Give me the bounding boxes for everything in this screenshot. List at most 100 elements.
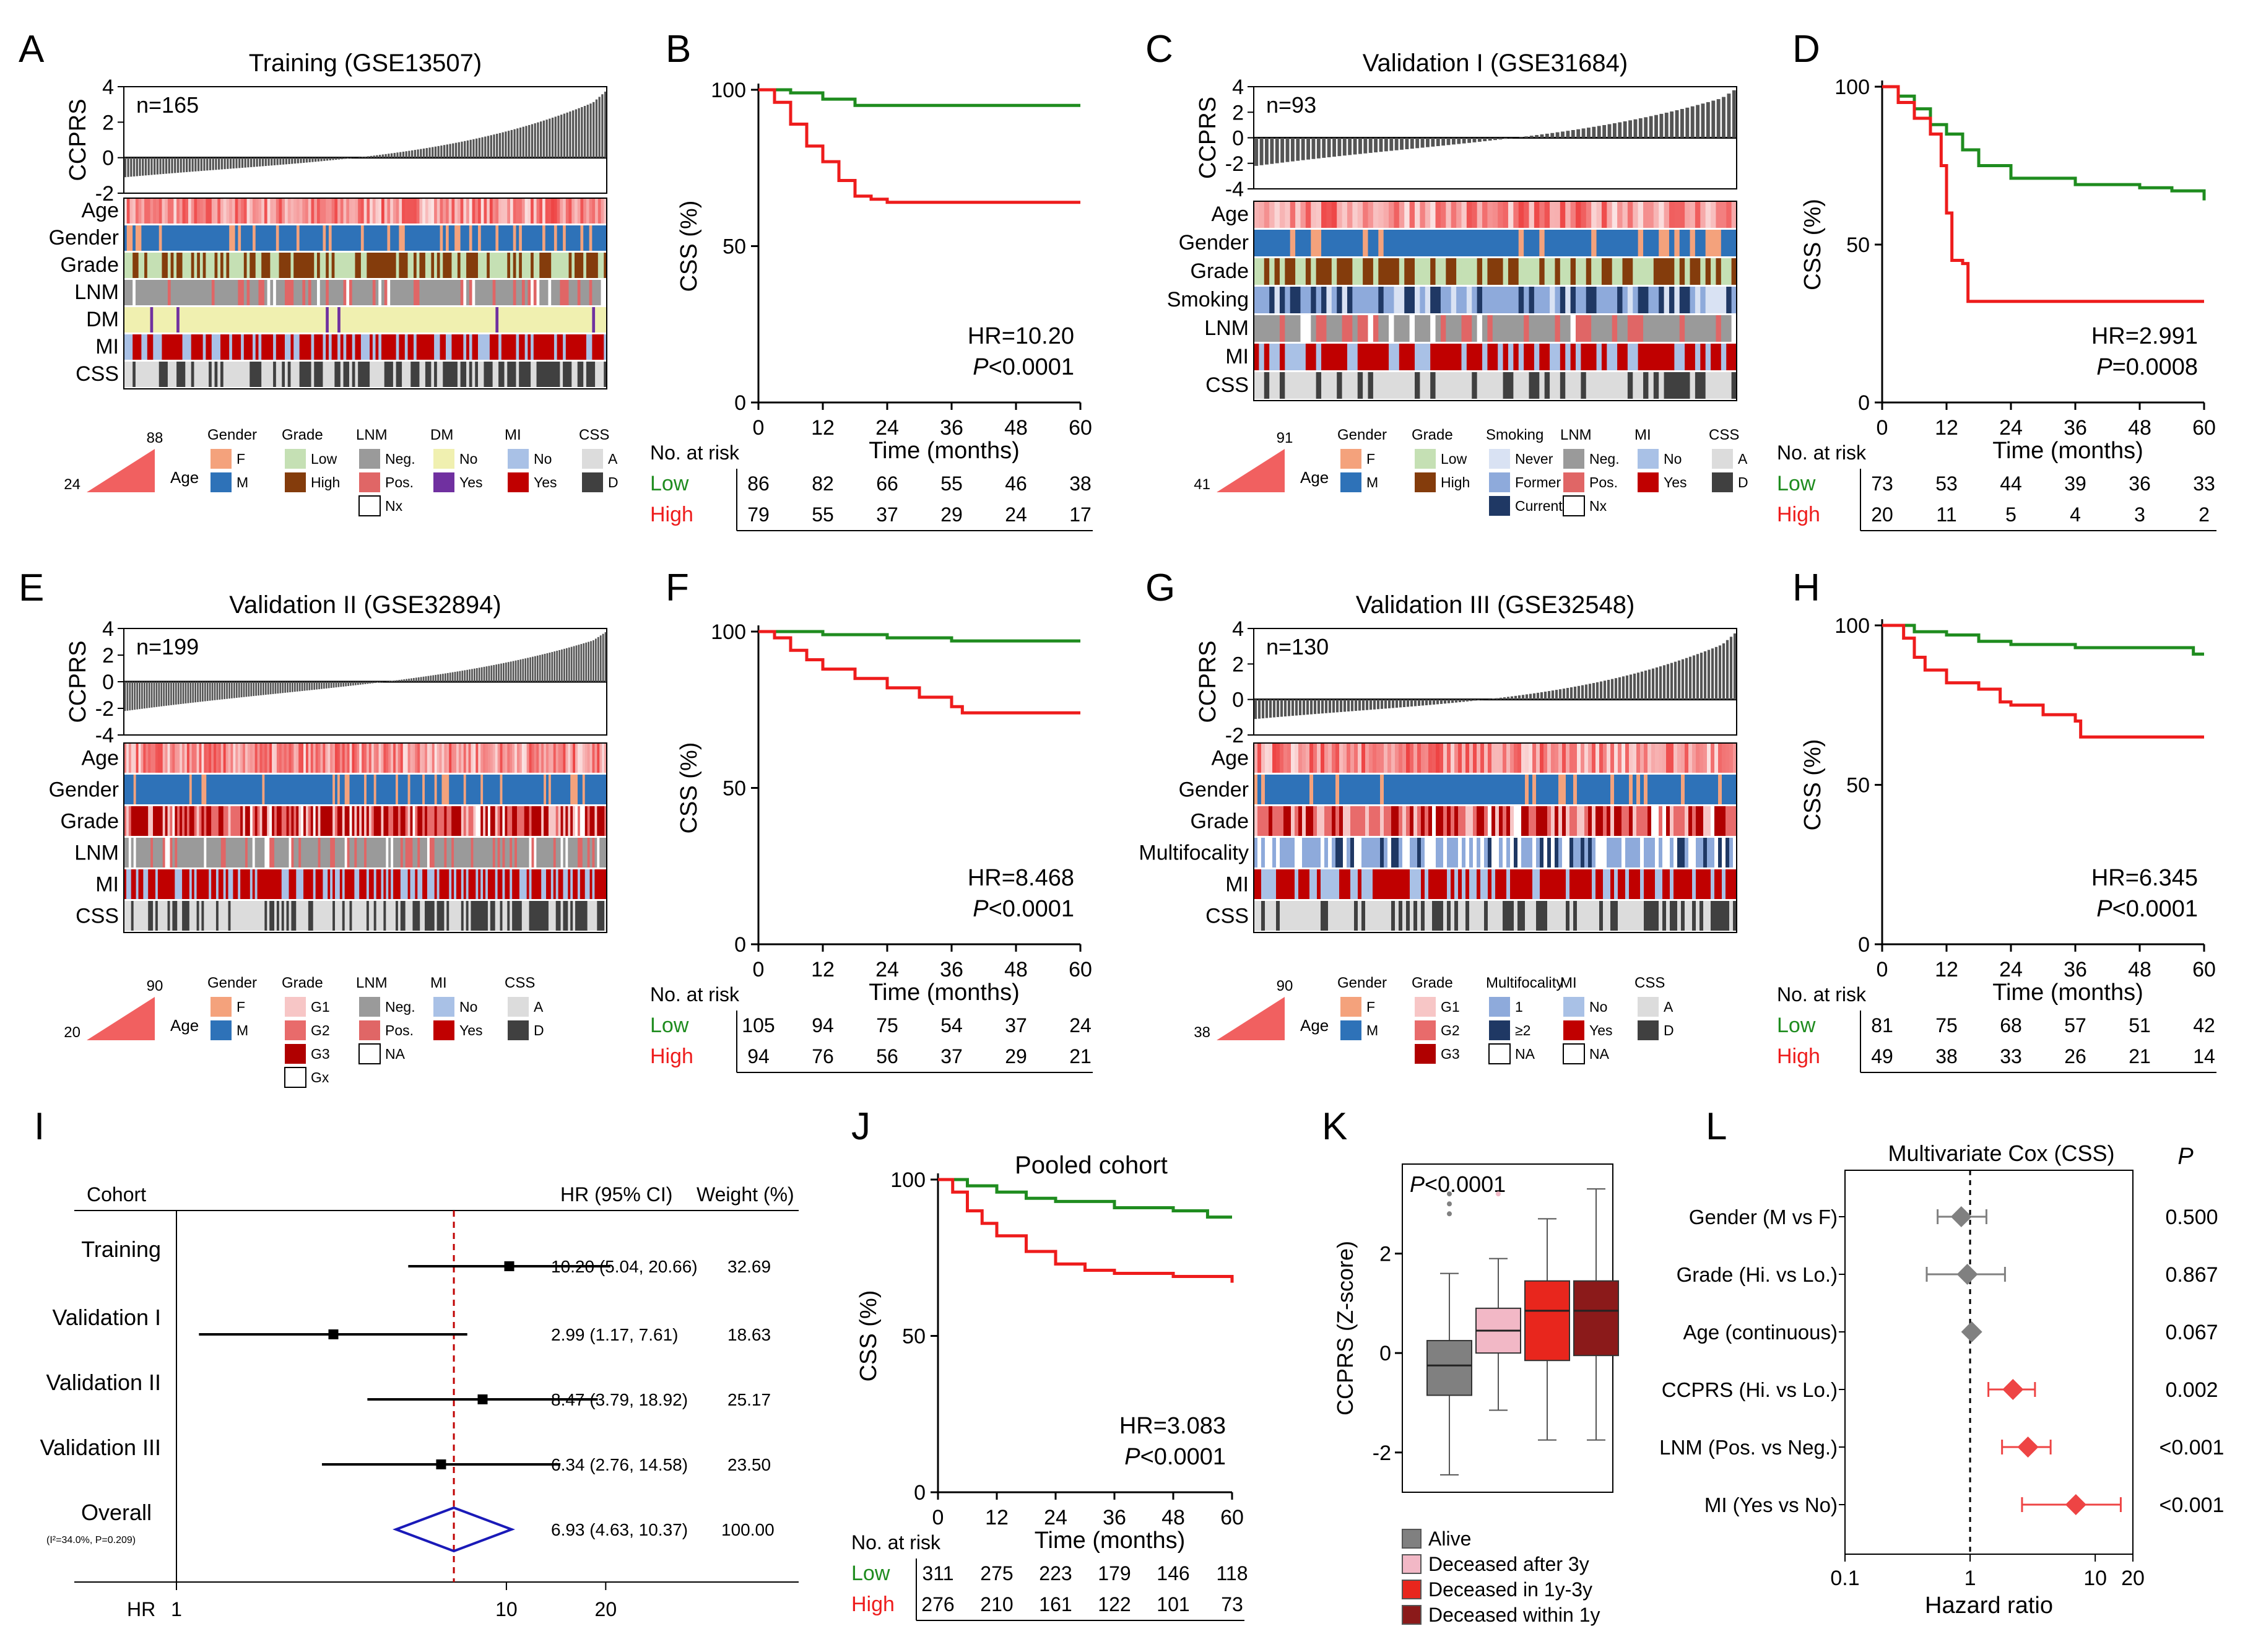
heatmap-3-cell [526,901,530,931]
heatmap-3-cell [180,806,183,836]
heatmap-3-cell [400,775,404,804]
heatmap-3-cell [303,743,306,773]
heatmap-1-score-bar [469,139,472,158]
heatmap-2-cell [1622,230,1628,256]
heatmap-1-cell [363,225,367,251]
km-3-ytick-label: 0 [734,933,746,957]
heatmap-2-cell [1674,315,1680,342]
km-3-xtick-label: 24 [875,958,899,981]
heatmap-3-cell [143,869,146,899]
heatmap-3-cell [189,806,193,836]
heatmap-3-cell [184,869,188,899]
km-4-risk-low-label: Low [1777,1014,1816,1037]
heatmap-3-cell [165,743,168,773]
heatmap-1-cell [250,225,253,251]
heatmap-4-cell [1265,775,1269,804]
heatmap-2-legend-swatch [1489,472,1510,492]
heatmap-4-cell [1696,901,1700,931]
heatmap-2-cell [1352,287,1358,313]
heatmap-1-legend-title: MI [505,427,521,443]
heatmap-1-cell [384,362,388,387]
heatmap-2-cell [1274,230,1280,256]
heatmap-3-cell [330,838,333,867]
heatmap-1-cell [220,362,224,387]
heatmap-1-cell [378,253,382,278]
heatmap-1-cell [194,362,198,387]
heatmap-4-cell [1477,838,1481,867]
heatmap-4-score-bar [1473,699,1477,701]
heatmap-1-cell [583,362,587,387]
heatmap-2-cell [1518,230,1524,256]
heatmap-4-cell [1257,838,1262,867]
heatmap-2-cell [1290,372,1296,399]
heatmap-1-legend-item: Nx [385,498,403,514]
heatmap-1-score-bar [525,126,527,158]
heatmap-2-cell [1420,344,1426,370]
heatmap-2-legend-swatch [1563,472,1584,492]
heatmap-2-cell [1326,372,1332,399]
heatmap-2-cell [1601,201,1607,228]
heatmap-3-cell [594,775,597,804]
heatmap-3-cell [478,838,481,867]
heatmap-2-cell [1513,315,1519,342]
heatmap-3-cell [570,838,573,867]
heatmap-3-cell [570,743,573,773]
heatmap-3-cell [604,775,607,804]
heatmap-3-cell [434,743,438,773]
km-1-risk-high: 17 [1069,503,1092,526]
heatmap-3-cell [432,743,435,773]
heatmap-4-cell [1321,743,1325,773]
heatmap-3-cell [148,806,151,836]
heatmap-2-cell [1466,201,1472,228]
heatmap-2-cell [1518,344,1524,370]
km-1-risk-high: 55 [812,503,834,526]
heatmap-3-cell [441,806,445,836]
heatmap-3-score-bar [498,664,500,682]
heatmap-2-cell [1601,230,1607,256]
heatmap-2-cell [1357,315,1363,342]
heatmap-2-cell [1420,258,1426,285]
heatmap-1-cell [319,198,324,224]
heatmap-3-cell [180,743,183,773]
heatmap-2-cell [1653,201,1659,228]
heatmap-1-score-bar [124,157,127,178]
heatmap-4-cell [1451,775,1455,804]
heatmap-1-cell [469,253,473,278]
heatmap-3-cell [478,901,481,931]
heatmap-3-cell [339,775,343,804]
heatmap-3-cell [548,901,552,931]
heatmap-3-cell [330,775,333,804]
heatmap-3-score-bar [345,682,347,687]
heatmap-3-cell [272,775,275,804]
heatmap-2-cell [1539,230,1545,256]
heatmap-1-cell [276,253,280,278]
heatmap-3-cell [206,743,209,773]
heatmap-4-cell [1569,901,1574,931]
heatmap-4-cell [1477,806,1481,836]
heatmap-1-cell [521,362,526,387]
heatmap-1-cell [360,280,365,305]
heatmap-3-cell [505,743,508,773]
heatmap-2-cell [1664,258,1670,285]
heatmap-1-cell [302,362,306,387]
heatmap-4-cell [1696,775,1700,804]
heatmap-2-score-bar [1426,137,1430,147]
heatmap-2-score-bar [1607,124,1612,138]
heatmap-3-cell [196,838,200,867]
heatmap-4-cell [1599,775,1604,804]
heatmap-1-cell [276,362,280,387]
heatmap-3-score-bar [298,682,301,692]
heatmap-4-cell [1306,901,1310,931]
heatmap-4-cell [1265,838,1269,867]
heatmap-1-cell [422,334,426,360]
heatmap-3-cell [250,806,253,836]
heatmap-1-score-bar [174,157,176,173]
heatmap-4-cell [1276,775,1280,804]
heatmap-3-cell [446,743,449,773]
km-4-ytick-label: 0 [1858,933,1870,957]
heatmap-3-cell [495,775,498,804]
heatmap-3-score-bar [561,649,563,682]
heatmap-1-cell [261,225,265,251]
heatmap-3-cell [318,743,321,773]
heatmap-1-cell [235,334,238,360]
